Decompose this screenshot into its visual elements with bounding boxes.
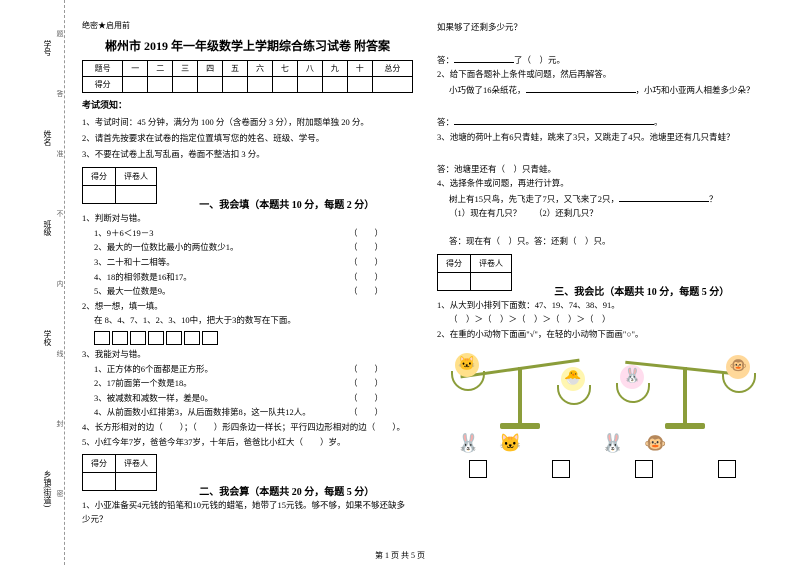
- checkbox[interactable]: [552, 460, 570, 478]
- balance-scales: 🐱 🐣 🐰 🐵: [437, 349, 768, 429]
- bind-label-school: 学校: [42, 330, 53, 346]
- seal-mark: 封: [55, 420, 65, 427]
- confidential-mark: 绝密★启用前: [82, 20, 413, 31]
- grader-box: 得分评卷人: [437, 254, 512, 291]
- score-col: 总分: [372, 61, 412, 77]
- ans-line: 答：池塘里还有（ ）只青蛙。: [437, 163, 768, 177]
- section2-questions: 1、小亚准备买4元钱的铅笔和10元钱的蜡笔，她带了15元钱。够不够，如果不够还缺…: [82, 499, 413, 526]
- seal-mark: 准: [55, 150, 65, 157]
- right-column: 如果够了还剩多少元？ 答：了（ ）元。 2、给下面各题补上条件或问题，然后再解答…: [425, 20, 780, 535]
- score-col: 三: [173, 61, 198, 77]
- q5: 5、小红今年7岁，爸爸今年37岁，十年后，爸爸比小红大（ ）岁。: [82, 436, 413, 450]
- section2-title: 二、我会算（本题共 20 分，每题 5 分）: [199, 483, 374, 498]
- s2-q3: 3、池塘的荷叶上有6只青蛙，跳来了3只，又跳走了4只。池塘里还有几只青蛙？: [437, 131, 768, 145]
- section1-title: 一、我会填（本题共 10 分，每题 2 分）: [199, 196, 374, 211]
- score-col: 六: [247, 61, 272, 77]
- score-col: 五: [223, 61, 248, 77]
- score-col: 九: [322, 61, 347, 77]
- q4: 4、长方形相对的边（ ）；（ ）形四条边一样长；平行四边形相对的边（ ）。: [82, 421, 413, 435]
- rabbit-icon: 🐰: [457, 433, 479, 454]
- ans-line: 答：了（ ）元。: [437, 53, 768, 68]
- section2-continued: 如果够了还剩多少元？ 答：了（ ）元。 2、给下面各题补上条件或问题，然后再解答…: [437, 21, 768, 249]
- score-col: 一: [123, 61, 148, 77]
- notice-item: 1、考试时间：45 分钟，满分为 100 分（含卷面分 3 分），附加题单独 2…: [82, 116, 413, 129]
- q2-line: 在 8、4、7、1、2、3、10中，把大于3的数写在下面。: [82, 314, 413, 328]
- q3-item: 2、17前面第一个数是18。（ ）: [82, 377, 413, 391]
- binding-margin: 学号 姓名 班级 学校 乡镇(街道) 题 答 准 不 内 线 封 密: [0, 0, 65, 565]
- notice-head: 考试须知：: [82, 98, 413, 111]
- score-col: 四: [198, 61, 223, 77]
- checkbox[interactable]: [635, 460, 653, 478]
- seal-mark: 题: [55, 30, 65, 37]
- page-footer: 第 1 页 共 5 页: [0, 550, 800, 561]
- cat-icon: 🐱: [455, 353, 479, 377]
- seal-mark: 内: [55, 280, 65, 287]
- bind-label-id: 学号: [42, 40, 53, 56]
- bind-label-town: 乡镇(街道): [42, 470, 53, 507]
- s3-q1-line: （ ）＞（ ）＞（ ）＞（ ）＞（ ）: [437, 313, 768, 327]
- seal-mark: 不: [55, 210, 65, 217]
- cat-icon: 🐱: [499, 433, 521, 454]
- score-col: 十: [347, 61, 372, 77]
- checkbox[interactable]: [469, 460, 487, 478]
- bind-label-name: 姓名: [42, 130, 53, 146]
- scale-left: 🐱 🐣: [445, 349, 595, 429]
- seal-mark: 线: [55, 350, 65, 357]
- q1-item: 3、二十和十二相等。（ ）: [82, 256, 413, 270]
- answer-boxes[interactable]: [94, 331, 413, 345]
- notice-item: 3、不要在试卷上乱写乱画，卷面不整洁扣 3 分。: [82, 148, 413, 161]
- chick-icon: 🐣: [561, 367, 585, 391]
- seal-mark: 密: [55, 490, 65, 497]
- q3-item: 4、从前面数小红排第3，从后面数排第8，这一队共12人。（ ）: [82, 406, 413, 420]
- s2-q4-line: 树上有15只鸟，先飞走了7只，又飞来了2只，？: [437, 192, 768, 207]
- s2-q4-opts: （1）现在有几只？ （2）还剩几只？: [437, 207, 768, 221]
- seal-mark: 答: [55, 90, 65, 97]
- s3-q1: 1、从大到小排列下面数：47、19、74、38、91。: [437, 299, 768, 313]
- monkey-icon: 🐵: [644, 433, 666, 454]
- s3-q2: 2、在重的小动物下面画"√"，在轻的小动物下面画"○"。: [437, 328, 768, 342]
- q1: 1、判断对与错。: [82, 212, 413, 226]
- grader-box: 得分评卷人: [82, 167, 157, 204]
- section1-questions: 1、判断对与错。 1、9＋6＜19－3（ ） 2、最大的一位数比最小的两位数少1…: [82, 212, 413, 449]
- section3-title: 三、我会比（本题共 10 分，每题 5 分）: [554, 283, 729, 298]
- s2-q2-line: 小巧做了16朵纸花，，小巧和小亚两人相差多少朵？: [437, 83, 768, 98]
- icon-row: 🐰 🐱 🐰 🐵: [437, 433, 768, 454]
- q2: 2、想一想，填一填。: [82, 300, 413, 314]
- score-col: 八: [297, 61, 322, 77]
- s2-q1b: 如果够了还剩多少元？: [437, 21, 768, 35]
- q1-item: 4、18的相邻数是16和17。（ ）: [82, 271, 413, 285]
- q1-item: 2、最大的一位数比最小的两位数少1。（ ）: [82, 241, 413, 255]
- s2-q1: 1、小亚准备买4元钱的铅笔和10元钱的蜡笔，她带了15元钱。够不够，如果不够还缺…: [82, 499, 413, 526]
- q3: 3、我能对与错。: [82, 348, 413, 362]
- ans-line: 答：。: [437, 115, 768, 130]
- score-row2: 得分: [83, 77, 123, 93]
- ans-line: 答：现在有（ ）只。答：还剩（ ）只。: [437, 235, 768, 249]
- left-column: 绝密★启用前 郴州市 2019 年一年级数学上学期综合练习试卷 附答案 题号 一…: [70, 20, 425, 535]
- score-col: 七: [272, 61, 297, 77]
- exam-title: 郴州市 2019 年一年级数学上学期综合练习试卷 附答案: [82, 37, 413, 54]
- page-content: 绝密★启用前 郴州市 2019 年一年级数学上学期综合练习试卷 附答案 题号 一…: [0, 0, 800, 545]
- q3-item: 1、正方体的6个面都是正方形。（ ）: [82, 363, 413, 377]
- notice-block: 1、考试时间：45 分钟，满分为 100 分（含卷面分 3 分），附加题单独 2…: [82, 116, 413, 160]
- scale-right: 🐰 🐵: [610, 349, 760, 429]
- q1-item: 5、最大一位数是9。（ ）: [82, 285, 413, 299]
- notice-item: 2、请首先按要求在试卷的指定位置填写您的姓名、班级、学号。: [82, 132, 413, 145]
- s2-q4: 4、选择条件或问题，再进行计算。: [437, 177, 768, 191]
- answer-checkboxes: [437, 460, 768, 478]
- score-col: 二: [148, 61, 173, 77]
- score-col: 题号: [83, 61, 123, 77]
- section3-questions: 1、从大到小排列下面数：47、19、74、38、91。 （ ）＞（ ）＞（ ）＞…: [437, 299, 768, 342]
- q1-item: 1、9＋6＜19－3（ ）: [82, 227, 413, 241]
- s2-q2: 2、给下面各题补上条件或问题，然后再解答。: [437, 68, 768, 82]
- score-table: 题号 一 二 三 四 五 六 七 八 九 十 总分 得分: [82, 60, 413, 93]
- q3-item: 3、被减数和减数一样，差是0。（ ）: [82, 392, 413, 406]
- bind-label-class: 班级: [42, 220, 53, 236]
- rabbit-icon: 🐰: [602, 433, 624, 454]
- checkbox[interactable]: [718, 460, 736, 478]
- grader-box: 得分评卷人: [82, 454, 157, 491]
